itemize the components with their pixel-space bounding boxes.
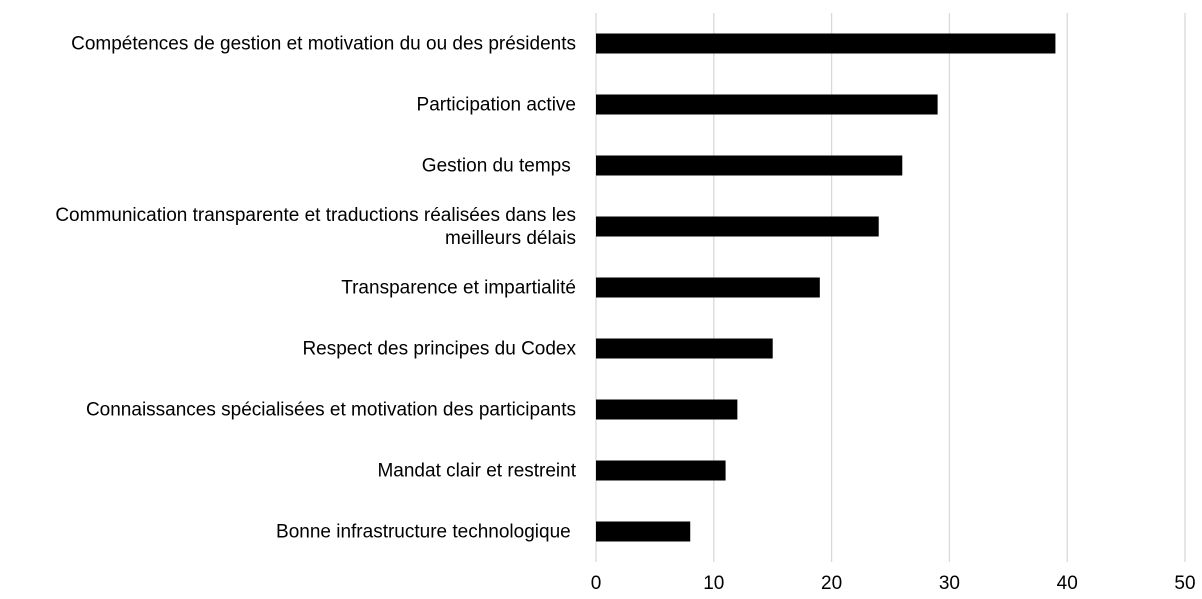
x-tick-label: 50 [1174,573,1195,594]
bar [596,338,773,359]
bar [596,460,726,481]
x-tick-label: 40 [1057,573,1078,594]
y-tick-label: Participation active [416,94,576,115]
x-tick-label: 20 [821,573,842,594]
x-tick-label: 0 [591,573,602,594]
y-tick-label: Transparence et impartialité [341,277,576,298]
y-tick-label: Mandat clair et restreint [377,460,576,481]
bar [596,521,691,542]
bar [596,216,879,237]
y-tick-label: Bonne infrastructure technologique [276,521,576,542]
y-tick-label: Respect des principes du Codex [302,338,576,359]
y-tick-label: Gestion du temps [421,155,576,176]
bar [596,155,903,176]
bar [596,399,738,420]
y-tick-label: Compétences de gestion et motivation du … [71,33,576,54]
y-tick-label: Communication transparente et traduction… [55,204,582,249]
x-tick-label: 10 [703,573,724,594]
bar [596,277,820,298]
bar [596,33,1056,54]
bar [596,94,938,115]
x-tick-label: 30 [939,573,960,594]
y-tick-label: Connaissances spécialisées et motivation… [85,399,576,420]
